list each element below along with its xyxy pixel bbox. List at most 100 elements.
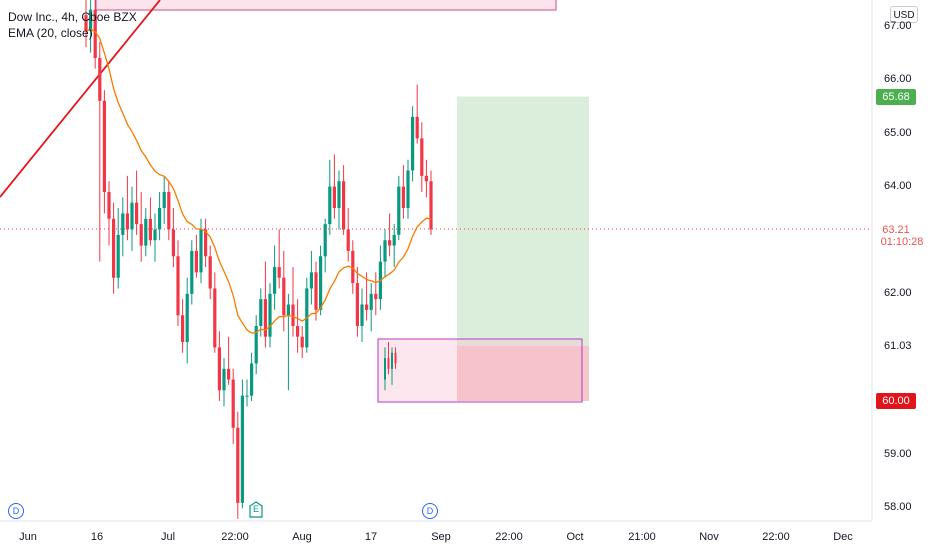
candle-body xyxy=(107,191,111,219)
candle-body xyxy=(217,347,221,391)
ema-line xyxy=(85,28,432,334)
target-price-tag: 65.68 xyxy=(876,89,916,105)
candle-body xyxy=(231,379,235,428)
time-axis-tick: 22:00 xyxy=(221,531,249,543)
price-axis-tick: 59.00 xyxy=(884,448,912,460)
candle-body xyxy=(296,325,300,337)
candle-body xyxy=(89,9,93,32)
candle-body xyxy=(112,218,116,278)
dividend-event-icon[interactable]: D xyxy=(422,503,438,519)
candle-body xyxy=(190,250,194,294)
price-axis-tick: 58.00 xyxy=(884,501,912,513)
time-axis-tick: Jun xyxy=(19,531,37,543)
candle-body xyxy=(286,304,290,316)
price-axis-tick: 64.00 xyxy=(884,180,912,192)
candle-body xyxy=(309,272,313,289)
candle-body xyxy=(263,299,267,337)
dividend-event-icon[interactable]: D xyxy=(8,503,24,519)
time-axis-tick: Dec xyxy=(833,531,853,543)
bar-countdown: 01:10:28 xyxy=(880,236,924,248)
candle-body xyxy=(420,138,424,176)
candle-body xyxy=(213,288,217,348)
trendline xyxy=(0,0,161,198)
candle-body xyxy=(222,368,226,391)
candle-body xyxy=(314,272,318,310)
earnings-event-icon[interactable]: E xyxy=(249,501,263,518)
candle-body xyxy=(328,186,332,225)
candle-body xyxy=(365,304,369,310)
candle-body xyxy=(259,299,263,326)
candle-body xyxy=(384,358,386,380)
time-axis-tick: Nov xyxy=(699,531,719,543)
candle-body xyxy=(84,15,88,32)
candle-body xyxy=(273,267,277,294)
candle-body xyxy=(121,213,125,235)
candle-body xyxy=(351,250,355,284)
candle-body xyxy=(204,229,208,257)
candle-body xyxy=(245,395,249,397)
time-axis-tick: 21:00 xyxy=(628,531,656,543)
price-axis-tick: 62.00 xyxy=(884,287,912,299)
earnings-badge-shape xyxy=(249,501,263,518)
candle-body xyxy=(282,277,286,316)
candle-body xyxy=(319,256,323,310)
candle-body xyxy=(116,234,120,278)
candle-body xyxy=(125,213,129,230)
candle-body xyxy=(277,267,281,278)
candle-body xyxy=(227,368,231,380)
ema-indicator-label[interactable]: EMA (20, close) xyxy=(8,26,93,40)
chart-legend: Dow Inc., 4h, Cboe BZX EMA (20, close) xyxy=(8,9,137,41)
candle-body xyxy=(355,283,359,326)
candle-body xyxy=(167,191,171,230)
candle-body xyxy=(236,427,240,503)
candle-body xyxy=(291,304,295,326)
time-axis-tick: 17 xyxy=(364,531,378,543)
candle-body xyxy=(254,325,258,364)
time-axis-tick: Oct xyxy=(566,531,584,543)
candle-body xyxy=(185,293,189,343)
demand-zone-box xyxy=(377,338,583,403)
candle-body xyxy=(240,395,244,503)
candle-body xyxy=(415,116,419,139)
candle-body xyxy=(406,170,410,209)
candle-body xyxy=(360,304,364,326)
candle-body xyxy=(158,208,162,230)
stop-loss-tag: 60.00 xyxy=(876,393,916,409)
candle-body xyxy=(346,229,350,251)
candle-body xyxy=(139,224,143,246)
candle-body xyxy=(369,293,373,310)
candle-body xyxy=(268,293,272,337)
time-axis-tick: Aug xyxy=(292,531,312,543)
candle-body xyxy=(388,240,392,246)
price-axis-tick: 67.00 xyxy=(884,20,912,32)
candle-body xyxy=(98,57,102,101)
current-price-tag: 63.21 xyxy=(882,224,910,236)
time-axis-tick: Sep xyxy=(431,531,451,543)
candle-body xyxy=(130,202,134,230)
time-axis-tick: 22:00 xyxy=(495,531,523,543)
candle-body xyxy=(387,358,390,369)
candle-body xyxy=(374,293,378,300)
time-axis-tick: 16 xyxy=(90,531,104,543)
price-axis-tick: 66.00 xyxy=(884,73,912,85)
candle-body xyxy=(199,229,203,273)
candle-body xyxy=(250,363,254,396)
candle-body xyxy=(93,9,97,58)
currency-button[interactable]: USD xyxy=(890,6,918,23)
candle-body xyxy=(208,256,212,289)
candle-body xyxy=(181,315,185,343)
candle-body xyxy=(194,250,198,273)
profit-zone xyxy=(457,96,589,346)
symbol-title[interactable]: Dow Inc., 4h, Cboe BZX xyxy=(8,10,137,24)
candle-body xyxy=(176,256,180,316)
candle-body xyxy=(337,181,341,209)
loss-zone xyxy=(457,345,589,401)
candle-body xyxy=(135,202,139,225)
candle-body xyxy=(411,116,415,171)
candle-body xyxy=(401,186,405,209)
candle-body xyxy=(300,336,304,348)
resistance-zone-box xyxy=(95,0,557,11)
candle-body xyxy=(424,175,428,182)
price-axis-tick: 61.03 xyxy=(884,340,912,352)
